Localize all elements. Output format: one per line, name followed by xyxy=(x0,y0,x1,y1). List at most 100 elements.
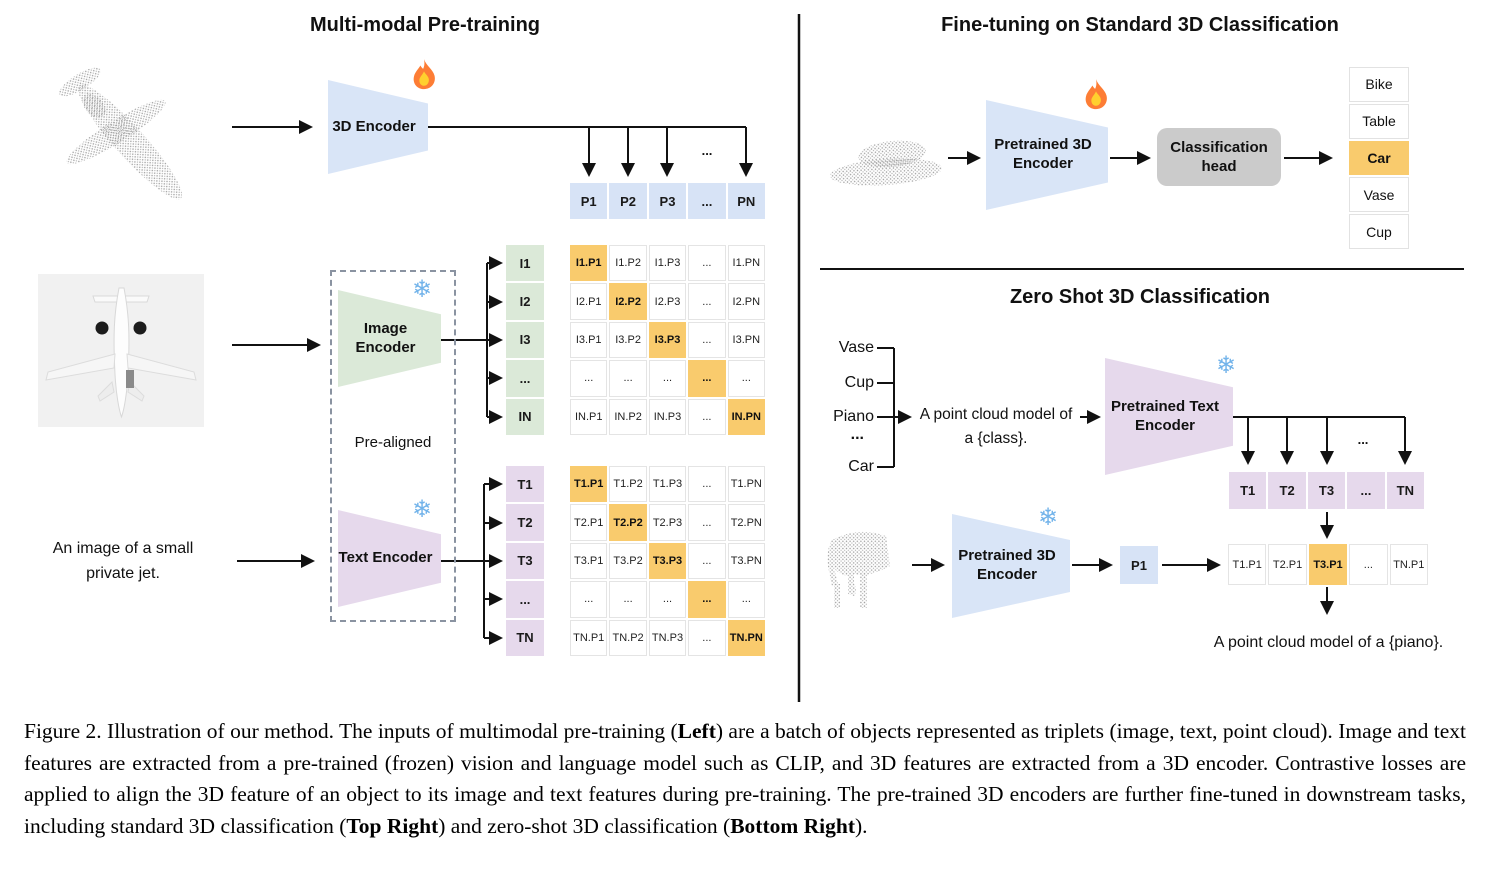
grid-cell: T1 xyxy=(1229,472,1267,509)
grid-cell: IN.P3 xyxy=(648,398,687,435)
grid-cell: I3.PN xyxy=(727,321,765,359)
grid-cell: Car xyxy=(1349,140,1409,176)
grid-cell: T1 xyxy=(506,466,544,503)
grid-cell: T2 xyxy=(1268,472,1306,509)
grid-cell: ... xyxy=(688,504,726,541)
image-point-similarity-matrix: I1.P1 I1.P2 I1.P3... I1.PN I2.P1 I2.P2 I2.P3..… xyxy=(570,245,765,435)
caption-bold-bottom-right: Bottom Right xyxy=(730,813,856,838)
grid-cell: ... xyxy=(688,542,726,580)
pretrained-3d-encoder-zeroshot-label: Pretrained 3D Encoder xyxy=(958,547,1056,583)
prompt-text: A point cloud model of a {class}. xyxy=(910,403,1082,451)
grid-cell: ... xyxy=(570,360,608,397)
grid-cell: T3.P2 xyxy=(609,542,647,580)
grid-cell: ... xyxy=(688,245,726,282)
caption-part2: ) are a batch of objects represented as … xyxy=(24,719,1466,838)
grid-cell: I1 xyxy=(506,245,544,282)
prompt-line1: A point cloud model of xyxy=(919,406,1073,423)
grid-cell: PN xyxy=(727,183,765,219)
zero-shot-result-text: A point cloud model of a {piano}. xyxy=(1213,634,1444,651)
pretrained-text-encoder-label: Pretrained Text Encoder xyxy=(1110,397,1220,434)
p-feature-row: P1 P2 P3... PN xyxy=(570,183,765,219)
grid-cell: ... xyxy=(570,581,608,618)
grid-cell: T1.P2 xyxy=(609,466,647,503)
caption-bold-left: Left xyxy=(677,719,716,743)
grid-cell: T1.P1 xyxy=(570,466,608,503)
jet-image xyxy=(38,274,204,427)
fire-icon xyxy=(413,59,435,90)
classification-result-list: Bike Table Car Vase Cup xyxy=(1349,67,1409,249)
grid-cell: TN.P1 xyxy=(1389,544,1428,585)
grid-cell: T3.P1 xyxy=(1308,544,1348,585)
pre-aligned-label: Pre-aligned xyxy=(354,434,432,451)
grid-cell: Bike xyxy=(1349,67,1409,102)
airplane-point-cloud xyxy=(59,67,183,200)
grid-cell: ... xyxy=(688,581,726,618)
grid-cell: IN.P2 xyxy=(609,398,647,435)
grid-cell: T1.P1 xyxy=(1228,544,1267,585)
grid-cell: ... xyxy=(648,360,687,397)
grid-cell: ... xyxy=(688,398,726,435)
text-encoder-label: Text Encoder xyxy=(338,549,433,567)
grid-cell: ... xyxy=(1347,472,1385,509)
top-right-panel-title: Fine-tuning on Standard 3D Classificatio… xyxy=(941,14,1339,36)
similarity-result-row: T1.P1 T2.P1 T3.P1... TN.P1 xyxy=(1228,544,1428,585)
grid-cell: ... xyxy=(506,360,544,397)
pre-aligned-box xyxy=(330,270,456,622)
grid-cell: I1.P3 xyxy=(648,245,687,282)
grid-cell: TN xyxy=(1386,472,1424,509)
grid-cell: Cup xyxy=(1349,214,1409,249)
input-text-line1: An image of a small xyxy=(52,540,194,557)
grid-cell: T2.P3 xyxy=(648,504,687,541)
grid-cell: TN.P2 xyxy=(609,619,647,656)
grid-cell: I2.PN xyxy=(727,283,765,320)
grid-cell: I2 xyxy=(506,283,544,320)
grid-cell: T3.P1 xyxy=(570,542,608,580)
grid-cell: I2.P3 xyxy=(648,283,687,320)
grid-cell: P1 xyxy=(570,183,608,219)
class-label-vase: Vase xyxy=(838,339,874,356)
grid-cell: T2 xyxy=(506,504,544,541)
grid-cell: ... xyxy=(648,581,687,618)
grid-cell: TN xyxy=(506,619,544,656)
left-panel-title: Multi-modal Pre-training xyxy=(310,14,540,36)
class-list-ellipsis: ... xyxy=(850,426,864,443)
grid-cell: ... xyxy=(688,283,726,320)
grid-cell: TN.P1 xyxy=(570,619,608,656)
classification-head-label: Classification head xyxy=(1170,138,1268,176)
p1-feature-box: P1 xyxy=(1120,546,1158,584)
input-text-line2: private jet. xyxy=(86,565,160,582)
input-text: An image of a small private jet. xyxy=(28,536,218,586)
prompt-line2: a {class}. xyxy=(964,430,1028,447)
image-feature-column: I1 I2 I3... IN xyxy=(506,245,544,435)
caption-part4: ). xyxy=(855,813,868,838)
class-label-cup: Cup xyxy=(844,374,874,391)
grid-cell: I3.P1 xyxy=(570,321,608,359)
grid-cell: IN.PN xyxy=(727,398,765,435)
grid-cell: T1.PN xyxy=(727,466,765,503)
text-point-similarity-matrix: T1.P1 T1.P2 T1.P3... T1.PN T2.P1 T2.P2 T2.P3..… xyxy=(570,466,765,656)
grid-cell: IN.P1 xyxy=(570,398,608,435)
grid-cell: ... xyxy=(688,360,726,397)
snowflake-icon: ❄ xyxy=(412,276,433,303)
caption-part1: Figure 2. Illustration of our method. Th… xyxy=(24,719,678,743)
grid-cell: I1.P2 xyxy=(609,245,647,282)
grid-cell: ... xyxy=(727,581,765,618)
grid-cell: I2.P1 xyxy=(570,283,608,320)
grid-cell: T3.P3 xyxy=(648,542,687,580)
grid-cell: T1.P3 xyxy=(648,466,687,503)
grid-cell: I1.PN xyxy=(727,245,765,282)
grid-cell: ... xyxy=(727,360,765,397)
grid-cell: T3.PN xyxy=(727,542,765,580)
caption-part3: ) and zero-shot 3D classification ( xyxy=(438,813,731,838)
grid-cell: Vase xyxy=(1349,177,1409,213)
grid-cell: T3 xyxy=(506,542,544,580)
t-branch-ellipsis: ... xyxy=(1357,432,1369,447)
grid-cell: T2.PN xyxy=(727,504,765,541)
grid-cell: ... xyxy=(688,466,726,503)
grid-cell: ... xyxy=(688,321,726,359)
snowflake-icon: ❄ xyxy=(1038,504,1059,531)
grid-cell: T3 xyxy=(1307,472,1346,509)
grid-cell: P3 xyxy=(648,183,687,219)
grid-cell: T2.P2 xyxy=(609,504,647,541)
